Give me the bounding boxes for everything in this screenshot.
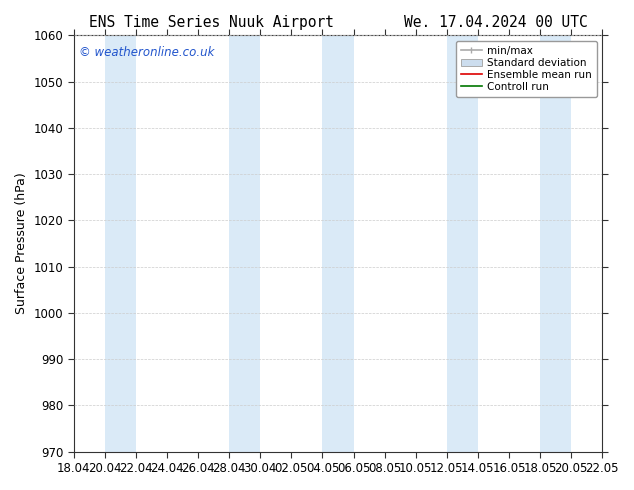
Legend: min/max, Standard deviation, Ensemble mean run, Controll run: min/max, Standard deviation, Ensemble me… bbox=[456, 41, 597, 97]
Bar bbox=[540, 35, 571, 452]
Y-axis label: Surface Pressure (hPa): Surface Pressure (hPa) bbox=[15, 172, 28, 314]
Bar bbox=[105, 35, 136, 452]
Bar bbox=[229, 35, 261, 452]
Bar bbox=[447, 35, 478, 452]
Title: ENS Time Series Nuuk Airport        We. 17.04.2024 00 UTC: ENS Time Series Nuuk Airport We. 17.04.2… bbox=[89, 15, 587, 30]
Text: © weatheronline.co.uk: © weatheronline.co.uk bbox=[79, 46, 214, 59]
Bar bbox=[323, 35, 354, 452]
